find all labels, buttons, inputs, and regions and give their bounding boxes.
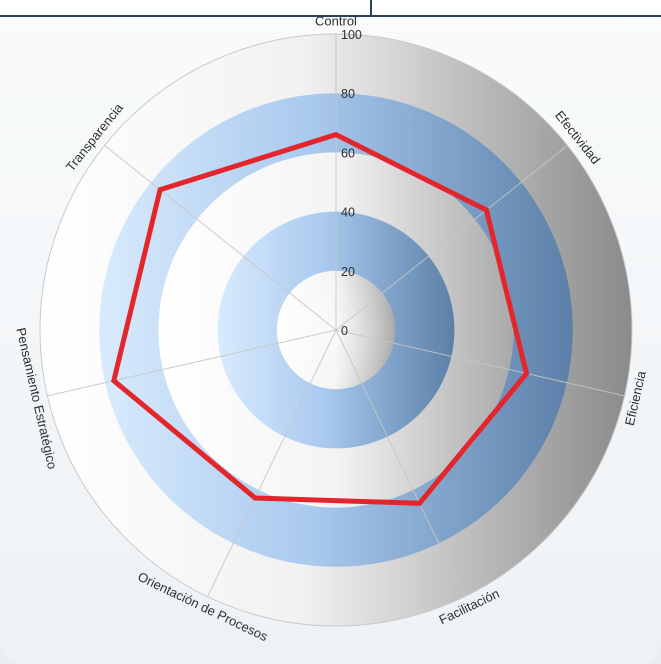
axis-label-0: Control (315, 13, 357, 28)
r-tick-label: 80 (341, 87, 355, 101)
r-tick-label: 40 (341, 206, 355, 220)
r-tick-label: 20 (341, 265, 355, 279)
r-tick-label: 0 (341, 324, 348, 338)
r-tick-label: 60 (341, 146, 355, 160)
r-tick-label: 100 (341, 28, 362, 42)
